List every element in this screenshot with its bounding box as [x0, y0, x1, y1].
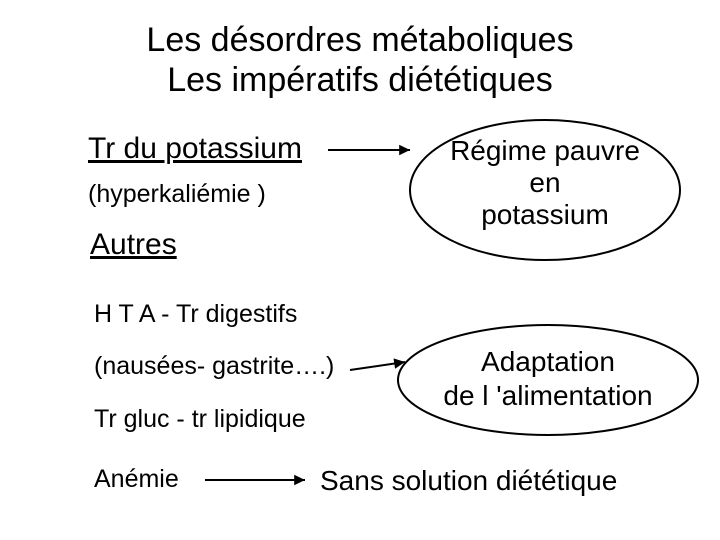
sub-hyperkaliemie: (hyperkaliémie ) [88, 180, 266, 209]
text-trgluc: Tr gluc - tr lipidique [94, 405, 306, 434]
ellipse1-text: Régime pauvre en potassium [445, 135, 645, 232]
text-nausees: (nausées- gastrite….) [94, 352, 334, 381]
heading-potassium: Tr du potassium [88, 132, 302, 166]
adapt-l1: Adaptation [481, 346, 615, 377]
title-line2: Les impératifs diététiques [167, 61, 553, 99]
text-sans-solution: Sans solution diététique [320, 465, 617, 497]
arrow-head-icon [399, 145, 410, 155]
title-line1: Les désordres métaboliques [146, 21, 573, 59]
arrow-head-icon [294, 475, 305, 485]
arrow-line [350, 362, 405, 370]
regime-l1: Régime pauvre [450, 135, 640, 166]
slide-title: Les désordres métaboliques Les impératif… [0, 20, 720, 100]
text-anemie: Anémie [94, 465, 179, 494]
regime-l2: en [529, 167, 560, 198]
regime-l3: potassium [481, 199, 609, 230]
ellipse2-text: Adaptation de l 'alimentation [418, 345, 678, 412]
arrow-head-icon [394, 358, 405, 368]
heading-autres: Autres [90, 228, 177, 262]
text-hta: H T A - Tr digestifs [94, 300, 297, 329]
adapt-l2: de l 'alimentation [443, 380, 652, 411]
